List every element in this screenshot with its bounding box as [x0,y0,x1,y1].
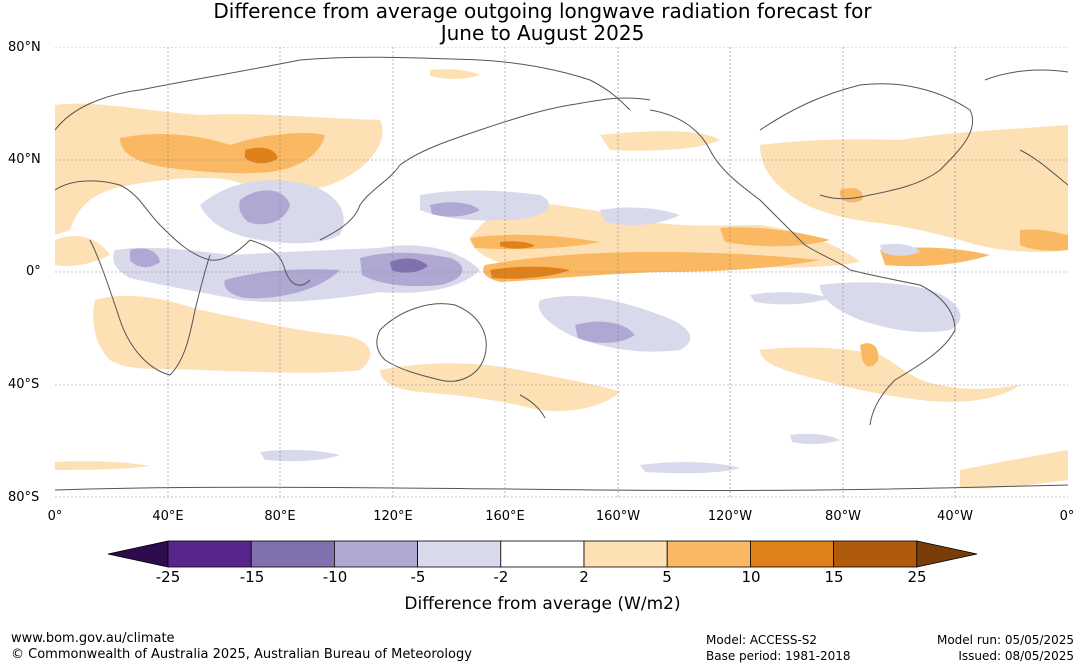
colorbar-swatch [333,540,418,568]
lon-label-120w: 120°W [707,509,753,524]
colorbar-label: Difference from average (W/m2) [404,594,681,614]
lat-label-0: 0° [26,264,41,279]
footer-model-run: Model run: 05/05/2025 [936,633,1074,647]
map-title-line1: Difference from average outgoing longwav… [213,0,872,23]
lon-label-0-right: 0° [1059,509,1075,524]
lon-label-40w: 40°W [937,509,973,524]
lon-label-80e: 80°E [264,509,296,524]
lat-label-80s: 80°S [8,490,40,505]
colorbar-tick: 2 [579,568,589,586]
coastlines [55,56,1068,492]
colorbar-swatch [167,540,252,568]
lat-label-40n: 40°N [8,152,41,167]
map-title-line2: June to August 2025 [440,21,645,45]
lon-label-120e: 120°E [373,509,413,524]
lon-label-0-left: 0° [47,509,63,524]
colorbar-tick: 10 [741,568,761,586]
positive-anomaly-10-15 [245,147,570,279]
positive-anomaly-5-10 [120,133,1068,367]
footer-base-period: Base period: 1981-2018 [706,649,851,663]
colorbar-tick: 25 [907,568,927,586]
colorbar-tick: -10 [322,568,348,586]
colorbar-tick: -2 [493,568,509,586]
colorbar-arrow-low [107,540,169,568]
anomaly-shading [55,47,1068,498]
graticule [55,47,1068,498]
colorbar-swatch [417,540,502,568]
lon-label-80w: 80°W [825,509,861,524]
lat-label-40s: 40°S [8,377,40,392]
colorbar-swatch [750,540,835,568]
footer-url: www.bom.gov.au/climate [11,631,175,646]
colorbar-swatch [666,540,751,568]
negative-anomaly-10-15 [390,258,428,273]
lon-label-160w: 160°W [595,509,641,524]
colorbar-tick: 5 [662,568,672,586]
lon-label-160e: 160°E [485,509,525,524]
lon-label-40e: 40°E [152,509,184,524]
colorbar-tick: -5 [410,568,426,586]
colorbar-swatch [583,540,668,568]
colorbar-swatch [250,540,335,568]
footer-model: Model: ACCESS-S2 [706,633,818,647]
colorbar-tick: -15 [239,568,265,586]
colorbar-swatch [833,540,918,568]
colorbar-arrow-high [916,540,978,568]
colorbar-tick: -25 [155,568,181,586]
lat-label-80n: 80°N [8,40,41,55]
colorbar-swatch [500,540,585,568]
footer-copyright: © Commonwealth of Australia 2025, Austra… [11,647,472,662]
colorbar-tick: 15 [824,568,844,586]
footer-issued: Issued: 08/05/2025 [958,649,1074,663]
